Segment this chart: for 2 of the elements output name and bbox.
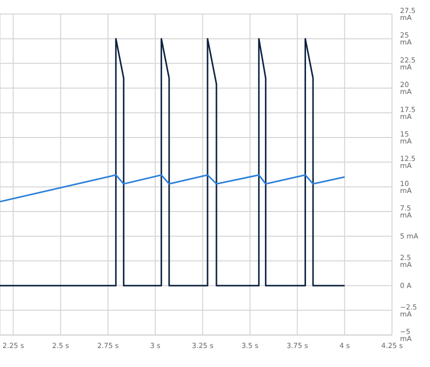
line-series [0, 38, 346, 286]
line-series [0, 174, 346, 202]
